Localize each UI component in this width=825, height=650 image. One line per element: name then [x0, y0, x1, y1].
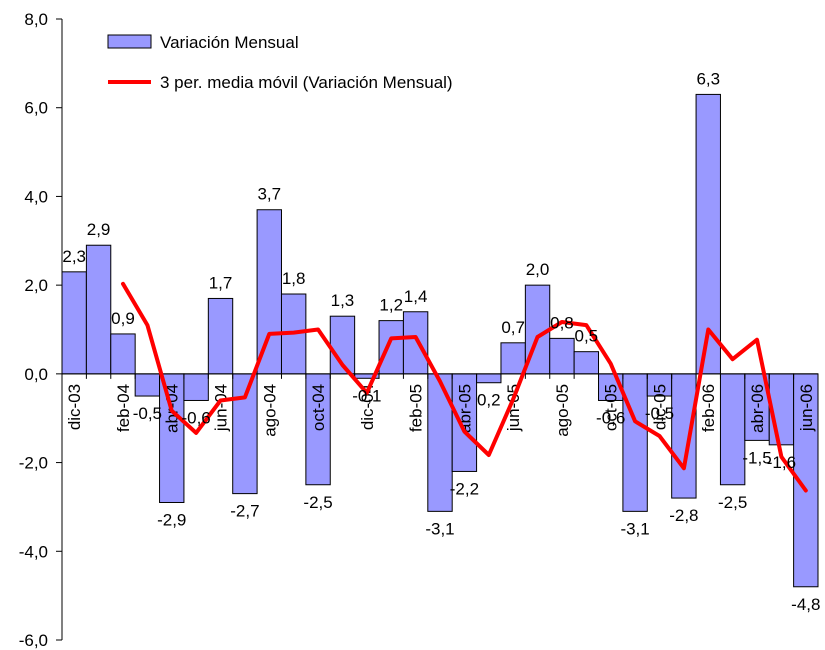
category-label-abr-05: abr-05 [455, 384, 474, 433]
data-label-mar-05: -3,1 [425, 519, 454, 538]
data-label-jun-05: 0,7 [501, 318, 525, 337]
data-label-oct-05: -0,6 [596, 408, 625, 427]
category-label-feb-06: feb-06 [699, 384, 718, 432]
y-tick-label: 4,0 [24, 187, 48, 206]
bar-jun-04 [207, 297, 234, 375]
data-label-jul-04: -2,7 [230, 502, 259, 521]
category-label-abr-06: abr-06 [748, 384, 767, 433]
data-label-may-04: -0,6 [181, 408, 210, 427]
data-label-abr-06: -1,5 [742, 448, 771, 467]
bar-dic-03 [61, 271, 87, 375]
y-tick-label: -6,0 [19, 631, 48, 650]
bar-ago-05 [549, 337, 575, 375]
data-label-sep-05: 0,5 [575, 327, 599, 346]
data-label-ene-06: -2,8 [669, 506, 698, 525]
bar-may-05 [476, 373, 502, 384]
bar-ago-04 [256, 209, 282, 375]
bar-feb-05 [402, 311, 429, 375]
category-label-feb-05: feb-05 [407, 384, 426, 432]
data-label-ago-04: 3,7 [257, 185, 281, 204]
category-label-oct-04: oct-04 [309, 384, 328, 431]
bar-jun-05 [500, 342, 526, 375]
category-label-jun-06: jun-06 [797, 384, 816, 432]
data-label-mar-04: -0,5 [133, 404, 162, 423]
data-label-feb-04: 0,9 [111, 309, 135, 328]
data-label-abr-04: -2,9 [157, 510, 186, 529]
category-label-jun-05: jun-05 [504, 384, 523, 432]
bar-mar-06 [719, 373, 746, 486]
data-label-oct-04: -2,5 [303, 493, 332, 512]
data-label-ene-04: 2,9 [87, 220, 111, 239]
data-label-feb-05: 1,4 [404, 287, 428, 306]
category-label-oct-05: oct-05 [602, 384, 621, 431]
category-label-dic-03: dic-03 [65, 384, 84, 430]
bar-ene-06 [671, 373, 697, 499]
legend-label-bar: Variación Mensual [160, 33, 299, 52]
data-label-jul-05: 2,0 [526, 260, 550, 279]
data-label-jun-06: -4,8 [791, 595, 820, 614]
line-series [121, 281, 808, 493]
bar-abr-05 [451, 373, 478, 472]
data-label-feb-06: 6,3 [696, 69, 720, 88]
bar-mar-04 [134, 373, 161, 397]
y-tick-label: 2,0 [24, 276, 48, 295]
y-tick-label: -4,0 [19, 542, 48, 561]
bar-abr-04 [159, 373, 185, 503]
legend-label-line: 3 per. media móvil (Variación Mensual) [160, 73, 453, 92]
data-label-ene-05: 1,2 [379, 296, 403, 315]
bar-feb-06 [695, 93, 721, 375]
y-tick-label: 6,0 [24, 99, 48, 118]
y-tick-label: -2,0 [19, 454, 48, 473]
data-label-mar-06: -2,5 [718, 493, 747, 512]
bar-feb-04 [110, 333, 136, 375]
data-label-abr-05: -2,2 [450, 479, 479, 498]
legend: Variación Mensual 3 per. media móvil (Va… [107, 33, 453, 92]
category-label-ago-04: ago-04 [260, 384, 279, 437]
moving-average-line [121, 281, 808, 493]
bar-sep-05 [573, 351, 600, 375]
data-label-jun-04: 1,7 [209, 273, 233, 292]
data-label-dic-03: 2,3 [62, 247, 86, 266]
data-label-ago-05: 0,8 [550, 313, 574, 332]
data-label-dic-05: -0,5 [645, 404, 674, 423]
bar-nov-05 [622, 373, 648, 512]
data-label-nov-05: -3,1 [620, 519, 649, 538]
data-label-may-05: 0,2 [477, 391, 501, 410]
bar-ene-04 [85, 244, 112, 375]
data-labels: 2,32,9 0,9 -0,5 -2,9 -0,6 1,7 -2,7 3,7 1,8 -2,5 1,… [62, 69, 820, 613]
axes: 8,0 6,0 4,0 2,0 0,0 -2,0 -4,0 -6,0 dic-03 feb-04 a… [19, 10, 819, 650]
category-label-feb-04: feb-04 [114, 384, 133, 432]
data-label-may-06: -1,6 [767, 453, 796, 472]
category-label-dic-04: dic-04 [358, 384, 377, 430]
category-label-dic-05: dic-05 [650, 384, 669, 430]
category-label-jun-04: jun-04 [212, 384, 231, 432]
category-label-ago-05: ago-05 [553, 384, 572, 437]
bar-ene-05 [378, 320, 404, 375]
y-tick-label: 0,0 [24, 365, 48, 384]
data-label-dic-04: -0,1 [352, 386, 381, 405]
bar-may-04 [183, 373, 209, 401]
data-label-sep-04: 1,8 [282, 269, 306, 288]
data-label-nov-04: 1,3 [331, 291, 355, 310]
bar-series [61, 93, 819, 588]
legend-swatch-bar [107, 34, 152, 49]
y-tick-label: 8,0 [24, 10, 48, 29]
